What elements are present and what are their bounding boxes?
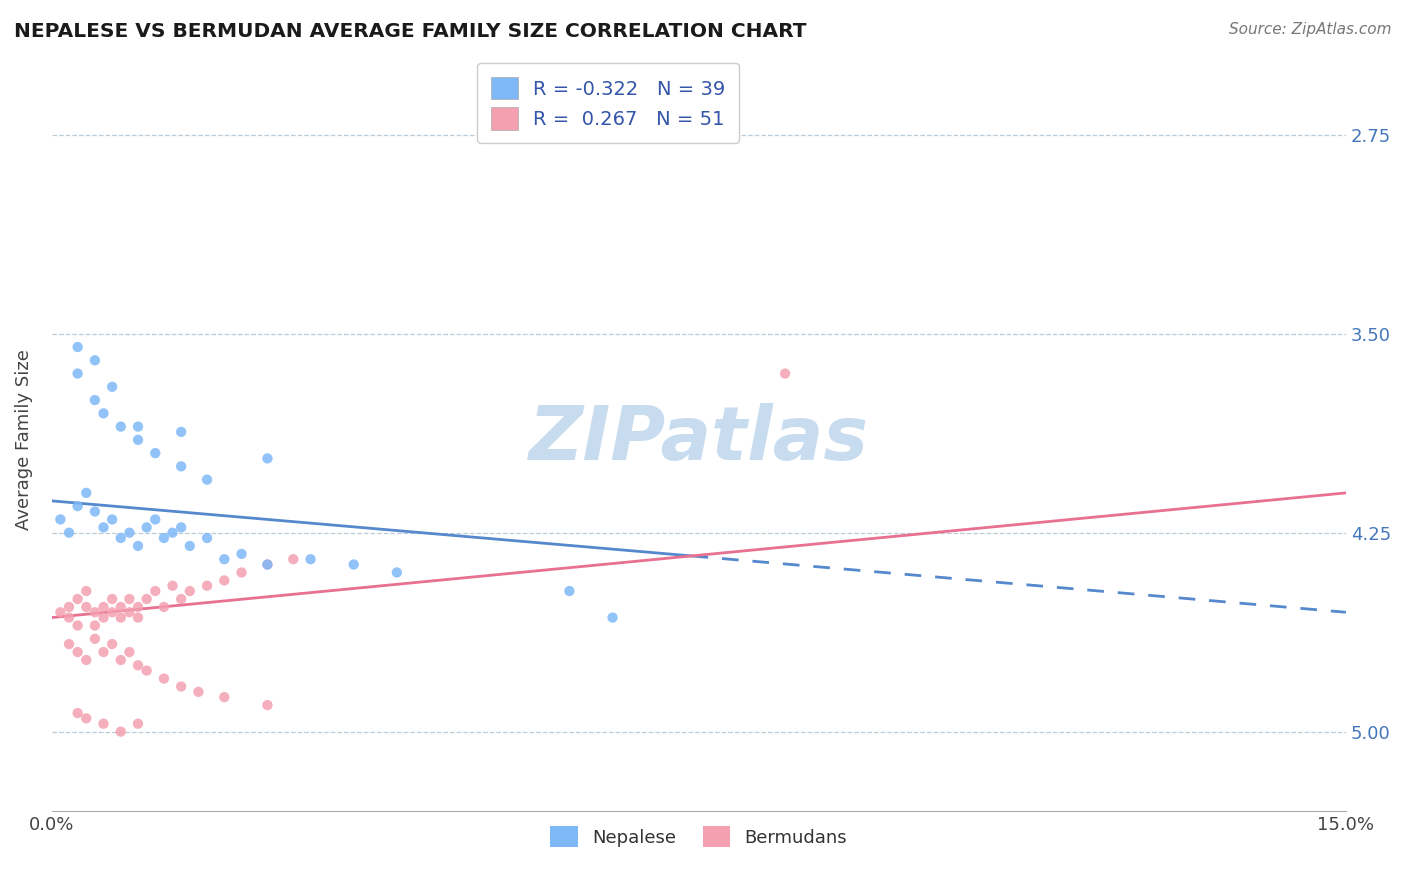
- Point: [127, 610, 149, 624]
- Point: [110, 599, 132, 614]
- Text: NEPALESE VS BERMUDAN AVERAGE FAMILY SIZE CORRELATION CHART: NEPALESE VS BERMUDAN AVERAGE FAMILY SIZE…: [14, 22, 807, 41]
- Point: [66, 706, 89, 720]
- Point: [93, 520, 115, 534]
- Point: [75, 653, 97, 667]
- Point: [58, 599, 80, 614]
- Point: [66, 592, 89, 607]
- Point: [101, 605, 124, 619]
- Legend: Nepalese, Bermudans: Nepalese, Bermudans: [543, 819, 855, 855]
- Point: [170, 459, 193, 474]
- Point: [256, 451, 278, 466]
- Point: [66, 618, 89, 632]
- Point: [110, 419, 132, 434]
- Point: [49, 512, 72, 526]
- Point: [49, 605, 72, 619]
- Point: [127, 433, 149, 447]
- Point: [214, 552, 236, 566]
- Point: [127, 599, 149, 614]
- Point: [256, 558, 278, 572]
- Point: [214, 574, 236, 588]
- Point: [179, 539, 201, 553]
- Point: [66, 499, 89, 513]
- Point: [231, 547, 253, 561]
- Point: [58, 525, 80, 540]
- Point: [170, 680, 193, 694]
- Point: [93, 599, 115, 614]
- Point: [58, 610, 80, 624]
- Point: [127, 419, 149, 434]
- Point: [101, 380, 124, 394]
- Point: [83, 632, 105, 646]
- Point: [127, 658, 149, 673]
- Point: [83, 605, 105, 619]
- Point: [75, 584, 97, 599]
- Point: [385, 566, 408, 580]
- Point: [101, 592, 124, 607]
- Point: [118, 592, 141, 607]
- Text: ZIPatlas: ZIPatlas: [529, 403, 869, 476]
- Point: [93, 406, 115, 420]
- Point: [135, 520, 157, 534]
- Point: [83, 504, 105, 518]
- Point: [93, 716, 115, 731]
- Point: [101, 637, 124, 651]
- Point: [256, 698, 278, 712]
- Point: [135, 664, 157, 678]
- Point: [187, 685, 209, 699]
- Point: [143, 584, 166, 599]
- Point: [299, 552, 322, 566]
- Point: [195, 473, 218, 487]
- Point: [83, 393, 105, 408]
- Point: [153, 672, 176, 686]
- Point: [83, 618, 105, 632]
- Point: [118, 605, 141, 619]
- Point: [110, 531, 132, 545]
- Text: Source: ZipAtlas.com: Source: ZipAtlas.com: [1229, 22, 1392, 37]
- Point: [195, 531, 218, 545]
- Point: [162, 579, 184, 593]
- Point: [75, 599, 97, 614]
- Y-axis label: Average Family Size: Average Family Size: [15, 350, 32, 530]
- Point: [256, 558, 278, 572]
- Point: [195, 579, 218, 593]
- Point: [75, 711, 97, 725]
- Point: [162, 525, 184, 540]
- Point: [93, 645, 115, 659]
- Point: [93, 610, 115, 624]
- Point: [214, 690, 236, 705]
- Point: [110, 610, 132, 624]
- Point: [343, 558, 366, 572]
- Point: [135, 592, 157, 607]
- Point: [58, 637, 80, 651]
- Point: [153, 599, 176, 614]
- Point: [153, 531, 176, 545]
- Point: [127, 716, 149, 731]
- Point: [110, 724, 132, 739]
- Point: [101, 512, 124, 526]
- Point: [127, 539, 149, 553]
- Point: [179, 584, 201, 599]
- Point: [170, 425, 193, 439]
- Point: [66, 340, 89, 354]
- Point: [170, 592, 193, 607]
- Point: [66, 645, 89, 659]
- Point: [602, 610, 624, 624]
- Point: [75, 486, 97, 500]
- Point: [66, 367, 89, 381]
- Point: [83, 353, 105, 368]
- Point: [231, 566, 253, 580]
- Point: [558, 584, 581, 599]
- Point: [143, 446, 166, 460]
- Point: [110, 653, 132, 667]
- Point: [283, 552, 305, 566]
- Point: [170, 520, 193, 534]
- Point: [143, 512, 166, 526]
- Point: [118, 645, 141, 659]
- Point: [773, 367, 796, 381]
- Point: [118, 525, 141, 540]
